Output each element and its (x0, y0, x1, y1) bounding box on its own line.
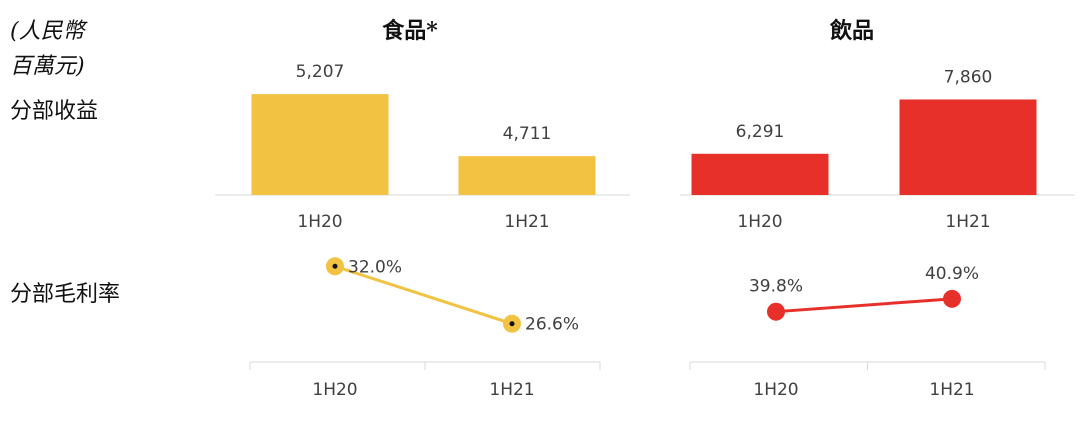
data-label: 40.9% (925, 264, 979, 284)
x-tick-label: 1H21 (945, 212, 990, 232)
x-tick-label: 1H20 (312, 380, 357, 400)
bar (458, 156, 596, 195)
point (943, 289, 961, 308)
x-tick-label: 1H21 (489, 380, 534, 400)
point-center (332, 263, 338, 269)
data-label: 4,711 (503, 124, 552, 144)
data-label: 5,207 (296, 62, 345, 82)
bar (691, 153, 829, 195)
point (767, 302, 785, 321)
x-tick-label: 1H20 (737, 212, 782, 232)
data-label: 26.6% (525, 315, 579, 335)
data-label: 32.0% (348, 257, 402, 277)
bar (899, 99, 1037, 195)
unit-label: 百萬元) (10, 54, 85, 79)
bar (251, 94, 389, 195)
row-label: 分部收益 (10, 99, 98, 124)
unit-label: (人民幣 (10, 19, 89, 44)
row-label: 分部毛利率 (10, 282, 120, 307)
chart-title: 食品* (382, 18, 438, 44)
x-tick-label: 1H20 (297, 212, 342, 232)
data-label: 7,860 (944, 67, 993, 87)
x-tick-label: 1H21 (929, 380, 974, 400)
data-label: 6,291 (736, 122, 785, 142)
data-label: 39.8% (749, 277, 803, 297)
line (334, 264, 513, 326)
chart-title: 飲品 (829, 18, 874, 44)
x-tick-label: 1H20 (753, 380, 798, 400)
x-tick-label: 1H21 (504, 212, 549, 232)
line (775, 297, 953, 314)
point-center (509, 321, 515, 327)
